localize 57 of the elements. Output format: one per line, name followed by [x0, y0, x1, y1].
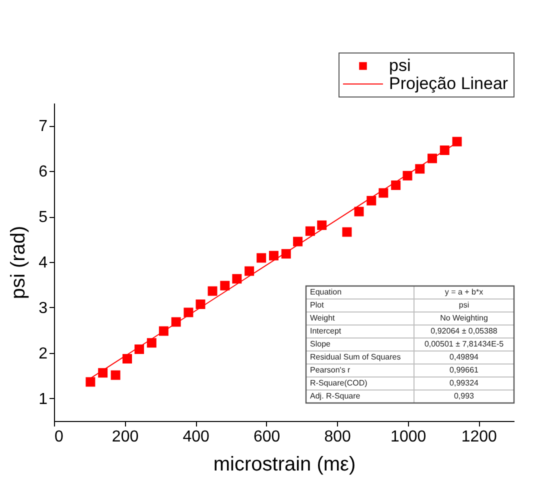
legend-label: psi	[389, 56, 411, 75]
y-tick-label: 3	[38, 300, 48, 317]
annotation: Equation	[310, 288, 342, 296]
x-tick-label: 1000	[390, 428, 426, 446]
point	[220, 280, 230, 290]
annotation: Pearson's r	[310, 366, 351, 374]
x-tick-label: 0	[54, 428, 64, 446]
annotation: 0,99661	[450, 366, 480, 374]
y-tick-label: 6	[38, 164, 48, 181]
annotation: 0,92064 ± 0,05388	[430, 326, 498, 336]
point	[268, 250, 278, 260]
annotation: Intercept	[310, 326, 342, 336]
annotation: Plot	[310, 300, 325, 310]
annotation: Adj. R-Square	[310, 392, 361, 400]
point	[354, 206, 364, 216]
point	[196, 300, 206, 309]
annotation: R-Square(COD)	[310, 378, 368, 388]
x-tick-label: 800	[324, 428, 352, 446]
annotation: psi	[458, 300, 470, 310]
point	[317, 220, 327, 230]
annotation: Slope	[310, 340, 332, 348]
annotation: Residual Sum of Squares	[310, 352, 401, 362]
point	[110, 370, 120, 380]
point	[122, 354, 132, 364]
point	[378, 188, 388, 198]
annotation: 0,993	[454, 392, 475, 400]
point	[452, 136, 462, 146]
point	[232, 274, 242, 284]
annotation: 0,49894	[450, 352, 480, 362]
legend-label: Projeção Linear	[389, 74, 508, 93]
y-tick-label: 1	[38, 390, 48, 408]
x-tick-label: 200	[112, 428, 139, 446]
y-tick-label: 5	[38, 209, 48, 226]
annotation: Weight	[310, 314, 336, 322]
annotation: 0,00501 ± 7,81434E-5	[424, 340, 504, 348]
annotation: y = a + b*x	[444, 288, 484, 296]
x-tick-label: 1200	[461, 428, 498, 446]
point	[184, 308, 194, 318]
point	[293, 236, 303, 246]
point	[342, 227, 352, 237]
point	[244, 266, 254, 276]
y-tick-label: 4	[38, 254, 48, 272]
x-tick-label: 400	[182, 428, 210, 446]
point	[256, 253, 266, 263]
point	[305, 226, 315, 236]
annotation: No Weighting	[440, 314, 488, 322]
x-axis-title: microstrain (mε)	[213, 454, 356, 476]
point	[86, 377, 96, 387]
point	[366, 196, 376, 206]
annotation: 0,99324	[450, 378, 480, 388]
y-tick-label: 2	[38, 345, 48, 362]
y-axis-title: psi (rad)	[8, 226, 30, 300]
point	[208, 286, 218, 296]
y-tick-label: 7	[38, 118, 48, 136]
x-tick-label: 600	[253, 428, 280, 446]
point	[146, 338, 156, 348]
point	[391, 180, 401, 190]
